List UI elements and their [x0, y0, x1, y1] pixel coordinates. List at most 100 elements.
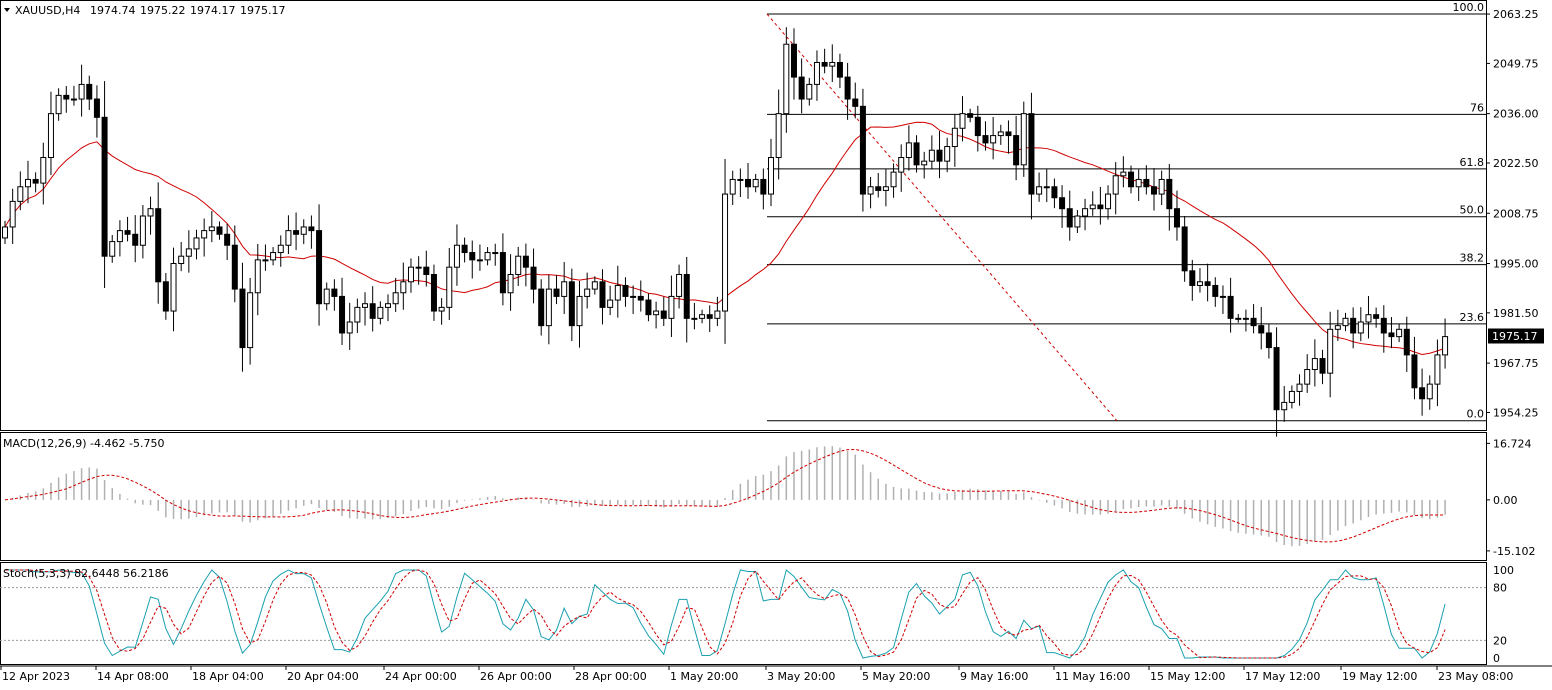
candle-body: [1005, 131, 1012, 137]
candle-body: [637, 295, 644, 301]
candle-body: [538, 288, 545, 327]
candle-body: [921, 160, 928, 166]
candle-body: [400, 281, 407, 294]
candle-body: [691, 317, 698, 320]
candle-body: [40, 157, 47, 184]
candle-body: [101, 116, 108, 257]
candle-body: [1105, 193, 1112, 210]
price-pane[interactable]: 100.0 76 61.8 50.0 38.2 23.6 0.0: [2, 1, 1487, 437]
time-tick-label: 17 May 12:00: [1245, 670, 1320, 683]
candle-body: [660, 310, 667, 319]
candle-body: [323, 288, 330, 305]
candle-body: [507, 273, 514, 294]
candle-body: [852, 98, 859, 107]
candle-body: [1380, 317, 1387, 334]
candle-body: [760, 178, 767, 195]
candle-body: [530, 266, 537, 290]
symbol-header: XAUUSD,H4 1974.74 1975.22 1974.17 1975.1…: [4, 4, 286, 17]
candle-body: [515, 255, 522, 275]
candle-body: [216, 226, 223, 235]
candle-body: [1043, 186, 1050, 189]
candle-body: [775, 113, 782, 159]
candle-body: [1357, 321, 1364, 334]
candle-body: [407, 266, 414, 283]
candle-body: [55, 94, 62, 115]
collapse-triangle-icon[interactable]: [4, 8, 10, 12]
macd-title: MACD(12,26,9) -4.462 -5.750: [3, 437, 164, 450]
candle-body: [699, 314, 706, 319]
candle-body: [346, 321, 353, 334]
stoch-tick-label: 80: [1493, 582, 1507, 595]
time-axis[interactable]: 12 Apr 2023 14 Apr 08:00 18 Apr 04:00 20 Ap…: [0, 666, 1513, 683]
candle-body: [1419, 387, 1426, 400]
candle-body: [438, 306, 445, 312]
candle-body: [714, 310, 721, 319]
candle-body: [584, 288, 591, 297]
candle-body: [499, 252, 506, 294]
candle-body: [997, 131, 1004, 137]
candle-body: [224, 233, 231, 246]
macd-tick-label: -15.102: [1493, 545, 1535, 558]
candle-body: [783, 43, 790, 115]
time-tick-label: 9 May 16:00: [960, 670, 1028, 683]
candle-body: [484, 252, 491, 261]
candle-body: [1219, 295, 1226, 298]
candle-body: [1151, 186, 1157, 195]
candle-body: [247, 292, 254, 349]
time-tick-label: 20 Apr 04:00: [287, 670, 359, 683]
fib-level-label: 100.0: [1453, 1, 1485, 14]
candle-body: [308, 226, 315, 232]
candle-body: [1089, 204, 1096, 210]
price-axis[interactable]: 2063.25 2049.75 2036.00 2022.50 2008.75 1995.…: [1486, 8, 1539, 665]
candle-body: [446, 266, 453, 308]
macd-pane[interactable]: [4, 446, 1446, 547]
candle-body: [476, 259, 483, 262]
time-tick-label: 23 May 08:00: [1438, 670, 1513, 683]
price-pane-frame: [0, 0, 1487, 431]
candle-body: [653, 310, 660, 316]
fibonacci-retracement[interactable]: 100.0 76 61.8 50.0 38.2 23.6 0.0: [766, 1, 1486, 422]
macd-tick-label: 0.00: [1493, 494, 1518, 507]
candle-body: [1227, 295, 1234, 319]
candle-body: [377, 306, 384, 319]
candle-body: [1426, 383, 1433, 400]
candle-body: [813, 61, 820, 85]
time-tick-label: 5 May 20:00: [862, 670, 930, 683]
candle-body: [63, 94, 70, 100]
candle-body: [208, 226, 215, 232]
price-tick-label: 2063.25: [1493, 8, 1539, 21]
candle-body: [928, 149, 935, 162]
candle-body: [1051, 186, 1058, 199]
candle-body: [982, 135, 989, 144]
candle-body: [354, 306, 361, 323]
candle-body: [231, 244, 238, 290]
candle-body: [155, 208, 162, 283]
candle-body: [913, 142, 920, 166]
candle-body: [522, 255, 529, 268]
candle-body: [676, 273, 683, 297]
candle-body: [1288, 390, 1295, 403]
stochastic-pane[interactable]: [0, 569, 1486, 659]
price-tick-label: 1954.25: [1493, 406, 1539, 419]
time-tick-label: 1 May 20:00: [670, 670, 738, 683]
candle-body: [645, 299, 652, 316]
ohlc-high: 1975.22: [140, 4, 186, 17]
candle-body: [1434, 354, 1441, 385]
price-tick-label: 1981.50: [1493, 307, 1539, 320]
candle-body: [147, 208, 154, 217]
candle-body: [93, 98, 100, 118]
price-tick-label: 1995.00: [1493, 258, 1539, 271]
candle-body: [300, 226, 307, 235]
candle-body: [430, 273, 437, 312]
candle-body: [668, 295, 675, 319]
candle-body: [461, 244, 468, 254]
candle-body: [124, 230, 131, 235]
candle-body: [254, 259, 261, 294]
candle-body: [1128, 171, 1135, 188]
candle-body: [1334, 325, 1341, 330]
candle-body: [1020, 113, 1027, 166]
ohlc-open: 1974.74: [90, 4, 136, 17]
candle-body: [162, 281, 169, 312]
candle-body: [1403, 328, 1410, 356]
